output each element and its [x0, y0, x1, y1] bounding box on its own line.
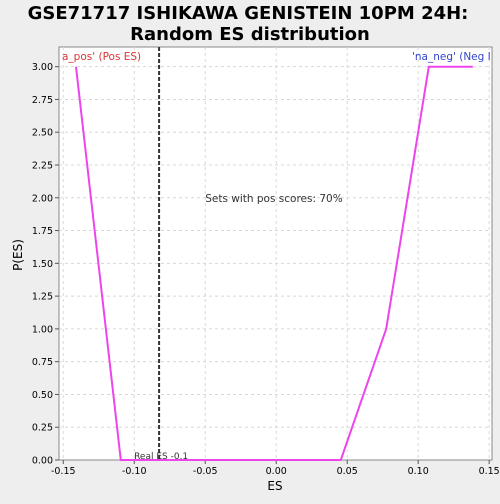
y-tick-label: 2.75	[32, 95, 53, 106]
x-tick-label: -0.05	[193, 466, 218, 477]
x-tick-label: -0.10	[122, 466, 147, 477]
y-tick-label: 1.00	[32, 324, 53, 335]
y-tick-label: 2.25	[32, 161, 53, 172]
x-tick-label: 0.10	[408, 466, 429, 477]
pos-es-label: a_pos' (Pos ES)	[62, 51, 141, 63]
y-tick-label: 0.00	[32, 456, 53, 467]
x-axis-ticks: -0.15 -0.10 -0.05 0.00 0.05 0.10 0.15	[51, 460, 500, 477]
x-axis-label: ES	[267, 479, 282, 493]
x-tick-label: -0.15	[51, 466, 76, 477]
x-tick-label: 0.15	[479, 466, 500, 477]
real-es-label: Real ES -0.1	[134, 452, 188, 462]
y-tick-label: 0.75	[32, 357, 53, 368]
plot-area	[58, 46, 493, 461]
y-tick-label: 2.50	[32, 128, 53, 139]
y-tick-label: 1.75	[32, 226, 53, 237]
chart-title-line-1: GSE71717 ISHIKAWA GENISTEIN 10PM 24H:	[28, 3, 469, 24]
y-tick-label: 0.25	[32, 423, 53, 434]
y-tick-label: 2.00	[32, 193, 53, 204]
y-tick-label: 1.25	[32, 292, 53, 303]
x-tick-label: 0.00	[266, 466, 287, 477]
y-tick-label: 3.00	[32, 62, 53, 73]
y-axis-label: P(ES)	[11, 239, 25, 271]
neg-es-label: 'na_neg' (Neg I	[412, 51, 491, 63]
y-tick-label: 1.50	[32, 259, 53, 270]
grid	[59, 47, 492, 460]
sets-pos-scores-annotation: Sets with pos scores: 70%	[205, 193, 342, 205]
y-tick-label: 0.50	[32, 390, 53, 401]
chart-title-line-2: Random ES distribution	[130, 24, 370, 45]
y-axis-ticks: 0.00 0.25 0.50 0.75 1.00 1.25 1.50 1.75 2.00 2.25…	[32, 62, 59, 467]
x-tick-label: 0.05	[337, 466, 358, 477]
series-line	[75, 65, 473, 461]
